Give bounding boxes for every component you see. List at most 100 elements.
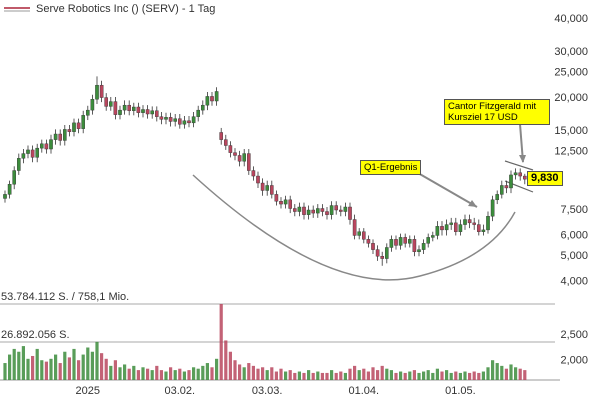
volume-bar [353,365,357,380]
candle-body [76,122,81,129]
volume-bar [210,367,214,380]
candle-body [17,158,21,171]
y-tick-label: 25,000 [554,67,588,79]
volume-bar [472,371,476,380]
volume-bar [100,353,104,380]
volume-bar [357,370,361,380]
y-tick-label: 40,000 [554,13,588,25]
candle-body [173,118,178,122]
volume-bar [279,368,283,380]
volume-bar [251,365,255,380]
candle-body [329,205,334,215]
candle-body [58,133,62,141]
chart-title: Serve Robotics Inc () (SERV) - 1 Tag [36,3,215,15]
candle-body [113,101,118,115]
candle-body [260,182,265,191]
candle-body [72,122,76,132]
candle-body [481,229,486,232]
candle-body [168,117,173,122]
volume-bar [307,370,311,380]
candle-body [458,224,463,232]
volume-bar [3,363,7,380]
candle-body [127,104,131,111]
volume-bar [136,370,140,380]
volume-bar [219,304,223,380]
candle-body [150,110,155,115]
volume-bar [178,368,182,380]
candle-body [362,231,366,240]
volume-bar [417,372,421,380]
volume-bar [63,351,67,380]
volume-bar [362,368,366,380]
candle-body [477,224,481,232]
pennant-line [504,160,534,171]
volume-bar [431,372,435,380]
volume-bar [169,367,173,380]
volume-bar [284,371,288,380]
volume-bar [366,371,370,380]
candle-body [26,149,30,154]
volume-bar [233,360,237,380]
y-tick-label: 30,000 [554,46,588,58]
candle-body [205,96,210,106]
volume-bar [394,372,398,380]
volume-bar [261,367,265,380]
candle-body [67,129,72,132]
volume-bar [146,368,150,380]
candle-body [435,226,440,236]
volume-bar [339,371,343,380]
candle-body [223,139,228,146]
volume-level-label: 53.784.112 S. / 758,1 Mio. [1,291,129,303]
volume-bar [288,370,292,380]
candle-body [104,97,108,107]
candle-body [136,106,141,113]
volume-bar [192,367,196,380]
volume-bar [408,371,412,380]
candle-body [53,133,58,140]
last-price: 9,830 [527,171,563,187]
candle-body [99,84,104,98]
candle-body [412,239,417,252]
candle-body [467,219,472,224]
candle-body [431,235,435,238]
volume-bar [224,340,228,380]
y-tick-label: 2,000 [560,355,588,367]
volume-bar [376,370,380,380]
candle-body [509,174,513,189]
candle-body [131,106,136,111]
candle-body [7,184,12,195]
candle-body [283,199,288,205]
candle-body [504,185,509,189]
volume-bar [399,371,403,380]
candle-body [256,175,260,184]
volume-bar [412,370,416,380]
candle-body [200,104,205,111]
candle-body [233,152,237,156]
y-tick-label: 12,500 [554,146,588,158]
volume-bar [316,371,320,380]
candle-body [371,243,375,250]
candle-body [118,109,122,115]
candle-body [385,247,389,259]
volume-bar [320,372,324,380]
candle-body [380,256,385,259]
candle-body [334,205,339,211]
x-tick-label: 2025 [76,385,100,397]
volume-bar [187,370,191,380]
volume-bar [463,371,467,380]
candle-body [265,185,270,191]
candle-body [279,201,283,205]
candle-body [454,222,458,232]
candle-body [375,249,380,257]
candle-body [472,222,477,225]
volume-bar [422,371,426,380]
volume-bar [182,371,186,380]
arrow-head [468,200,477,207]
volume-bar [449,372,453,380]
candle-body [398,237,403,246]
volume-bar [228,351,232,380]
candle-body [122,104,127,111]
volume-bar [35,348,39,380]
